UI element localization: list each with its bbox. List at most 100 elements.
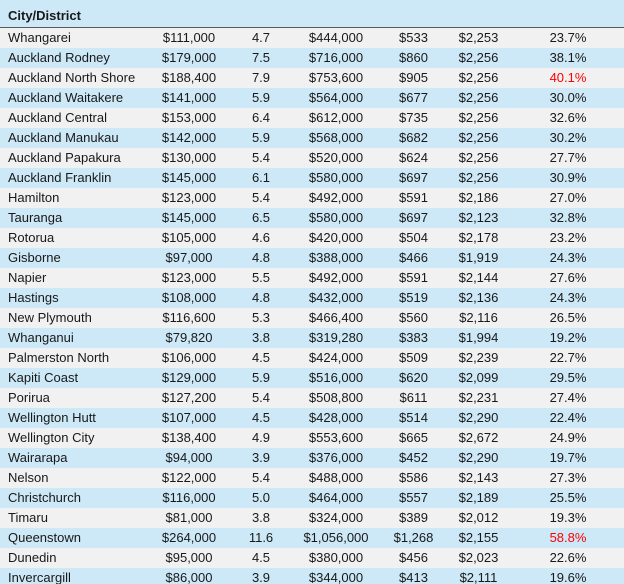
value-cell: $2,231 [445, 388, 512, 408]
value-cell: $2,253 [445, 27, 512, 48]
value-cell: $2,012 [445, 508, 512, 528]
city-cell: Timaru [0, 508, 146, 528]
value-cell: $557 [382, 488, 445, 508]
value-cell: $1,994 [445, 328, 512, 348]
percent-cell: 23.7% [512, 27, 624, 48]
table-row: Auckland Franklin $145,000 6.1 $580,000 $697… [0, 168, 624, 188]
value-cell: $586 [382, 468, 445, 488]
percent-cell: 23.2% [512, 228, 624, 248]
percent-cell: 38.1% [512, 48, 624, 68]
value-cell: $108,000 [146, 288, 232, 308]
table-row: Kapiti Coast $129,000 5.9 $516,000 $620 $2,09… [0, 368, 624, 388]
value-cell: $142,000 [146, 128, 232, 148]
percent-cell: 27.7% [512, 148, 624, 168]
value-cell: 5.4 [232, 188, 290, 208]
value-cell: $264,000 [146, 528, 232, 548]
table-row: Hastings $108,000 4.8 $432,000 $519 $2,136 24.… [0, 288, 624, 308]
value-cell: 3.8 [232, 508, 290, 528]
value-cell: $129,000 [146, 368, 232, 388]
city-cell: Whanganui [0, 328, 146, 348]
city-cell: New Plymouth [0, 308, 146, 328]
table-row: New Plymouth $116,600 5.3 $466,400 $560 $2,11… [0, 308, 624, 328]
value-cell: $612,000 [290, 108, 382, 128]
percent-cell: 19.6% [512, 568, 624, 584]
value-cell: $456 [382, 548, 445, 568]
table-row: Auckland Central $153,000 6.4 $612,000 $735 $… [0, 108, 624, 128]
table-row: Timaru $81,000 3.8 $324,000 $389 $2,012 19.3% [0, 508, 624, 528]
value-cell: $2,023 [445, 548, 512, 568]
value-cell: $2,186 [445, 188, 512, 208]
percent-cell: 27.3% [512, 468, 624, 488]
value-cell: $324,000 [290, 508, 382, 528]
percent-cell: 30.2% [512, 128, 624, 148]
value-cell: $1,919 [445, 248, 512, 268]
value-cell: $620 [382, 368, 445, 388]
value-cell: $514 [382, 408, 445, 428]
table-row: Christchurch $116,000 5.0 $464,000 $557 $2,18… [0, 488, 624, 508]
value-cell: $2,256 [445, 48, 512, 68]
value-cell: $420,000 [290, 228, 382, 248]
value-cell: $153,000 [146, 108, 232, 128]
value-cell: $591 [382, 268, 445, 288]
value-cell: $466,400 [290, 308, 382, 328]
table-row: Whanganui $79,820 3.8 $319,280 $383 $1,994 19.… [0, 328, 624, 348]
value-cell: $2,290 [445, 408, 512, 428]
city-cell: Christchurch [0, 488, 146, 508]
value-cell: 5.3 [232, 308, 290, 328]
value-cell: 5.4 [232, 468, 290, 488]
value-cell: $464,000 [290, 488, 382, 508]
value-cell: $123,000 [146, 188, 232, 208]
value-cell: $380,000 [290, 548, 382, 568]
column-header-blank [146, 0, 232, 28]
table-row: Gisborne $97,000 4.8 $388,000 $466 $1,919 24.3… [0, 248, 624, 268]
value-cell: $2,239 [445, 348, 512, 368]
value-cell: $2,143 [445, 468, 512, 488]
table-row: Wellington Hutt $107,000 4.5 $428,000 $514 $2… [0, 408, 624, 428]
value-cell: 6.4 [232, 108, 290, 128]
percent-cell: 19.3% [512, 508, 624, 528]
value-cell: 6.1 [232, 168, 290, 188]
header-row: City/District [0, 0, 624, 28]
percent-cell: 27.6% [512, 268, 624, 288]
value-cell: $2,123 [445, 208, 512, 228]
city-cell: Rotorua [0, 228, 146, 248]
value-cell: $428,000 [290, 408, 382, 428]
value-cell: $492,000 [290, 268, 382, 288]
table-row: Rotorua $105,000 4.6 $420,000 $504 $2,178 23.2… [0, 228, 624, 248]
value-cell: $319,280 [290, 328, 382, 348]
value-cell: 3.8 [232, 328, 290, 348]
value-cell: 4.8 [232, 248, 290, 268]
value-cell: $504 [382, 228, 445, 248]
table-row: Auckland Manukau $142,000 5.9 $568,000 $682 $… [0, 128, 624, 148]
percent-cell: 22.6% [512, 548, 624, 568]
value-cell: $1,056,000 [290, 528, 382, 548]
value-cell: $344,000 [290, 568, 382, 584]
percent-cell: 32.6% [512, 108, 624, 128]
value-cell: 5.0 [232, 488, 290, 508]
value-cell: 5.9 [232, 88, 290, 108]
city-cell: Auckland Manukau [0, 128, 146, 148]
percent-cell: 26.5% [512, 308, 624, 328]
value-cell: $97,000 [146, 248, 232, 268]
value-cell: $2,144 [445, 268, 512, 288]
value-cell: $560 [382, 308, 445, 328]
value-cell: $564,000 [290, 88, 382, 108]
percent-cell: 25.5% [512, 488, 624, 508]
value-cell: $105,000 [146, 228, 232, 248]
value-cell: 3.9 [232, 448, 290, 468]
value-cell: $138,400 [146, 428, 232, 448]
table-row: Auckland North Shore $188,400 7.9 $753,600 $… [0, 68, 624, 88]
value-cell: $2,290 [445, 448, 512, 468]
table-row: Tauranga $145,000 6.5 $580,000 $697 $2,123 32.… [0, 208, 624, 228]
value-cell: $624 [382, 148, 445, 168]
value-cell: $716,000 [290, 48, 382, 68]
column-header-blank [290, 0, 382, 28]
table-body: Whangarei $111,000 4.7 $444,000 $533 $2,253 23… [0, 27, 624, 584]
city-cell: Dunedin [0, 548, 146, 568]
city-cell: Auckland Franklin [0, 168, 146, 188]
value-cell: $860 [382, 48, 445, 68]
value-cell: $2,116 [445, 308, 512, 328]
value-cell: $444,000 [290, 27, 382, 48]
value-cell: $81,000 [146, 508, 232, 528]
percent-cell: 27.4% [512, 388, 624, 408]
